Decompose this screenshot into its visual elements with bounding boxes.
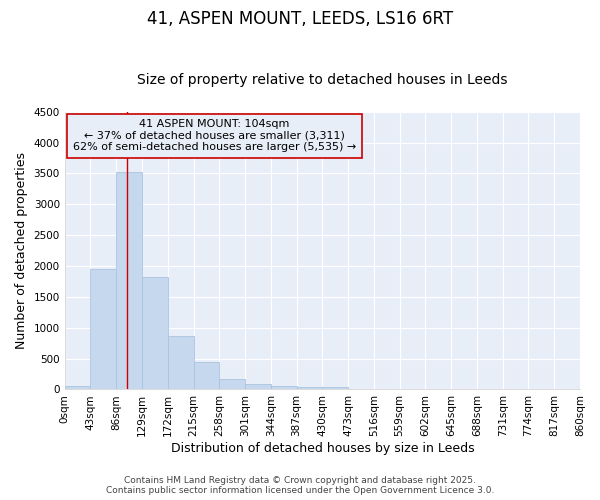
Bar	[193, 362, 219, 390]
Bar	[245, 384, 271, 390]
Bar	[296, 386, 322, 390]
Bar	[65, 386, 91, 390]
Y-axis label: Number of detached properties: Number of detached properties	[15, 152, 28, 349]
X-axis label: Distribution of detached houses by size in Leeds: Distribution of detached houses by size …	[170, 442, 474, 455]
Bar	[271, 386, 296, 390]
Title: Size of property relative to detached houses in Leeds: Size of property relative to detached ho…	[137, 73, 508, 87]
Bar	[91, 269, 116, 390]
Bar	[219, 380, 245, 390]
Bar	[322, 387, 348, 390]
Text: 41 ASPEN MOUNT: 104sqm
← 37% of detached houses are smaller (3,311)
62% of semi-: 41 ASPEN MOUNT: 104sqm ← 37% of detached…	[73, 119, 356, 152]
Text: Contains HM Land Registry data © Crown copyright and database right 2025.
Contai: Contains HM Land Registry data © Crown c…	[106, 476, 494, 495]
Bar	[168, 336, 193, 390]
Bar	[116, 172, 142, 390]
Text: 41, ASPEN MOUNT, LEEDS, LS16 6RT: 41, ASPEN MOUNT, LEEDS, LS16 6RT	[147, 10, 453, 28]
Bar	[142, 277, 168, 390]
